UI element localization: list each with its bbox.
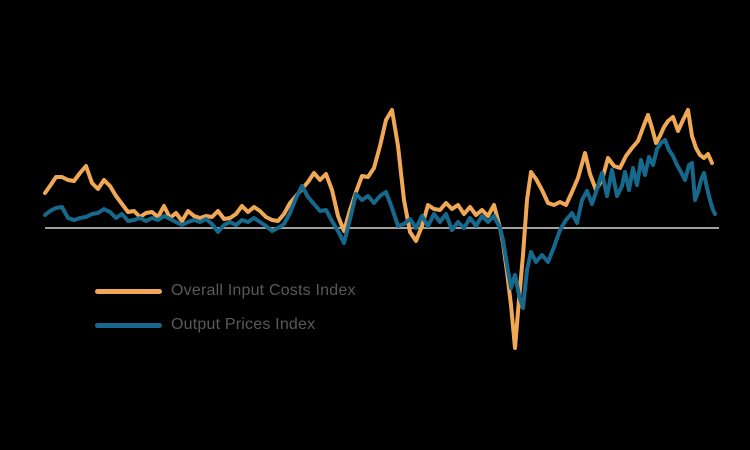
output-prices-line-swatch-icon <box>95 322 162 328</box>
legend-label-output-prices: Output Prices Index <box>171 316 316 333</box>
input-costs-series-line <box>43 108 714 350</box>
output-prices-series-line <box>43 138 717 310</box>
legend-item-input-costs: Overall Input Costs Index <box>95 281 356 301</box>
legend-item-output-prices: Output Prices Index <box>95 315 315 335</box>
input-costs-line-swatch-icon <box>95 288 162 294</box>
legend-label-input-costs: Overall Input Costs Index <box>171 282 356 299</box>
